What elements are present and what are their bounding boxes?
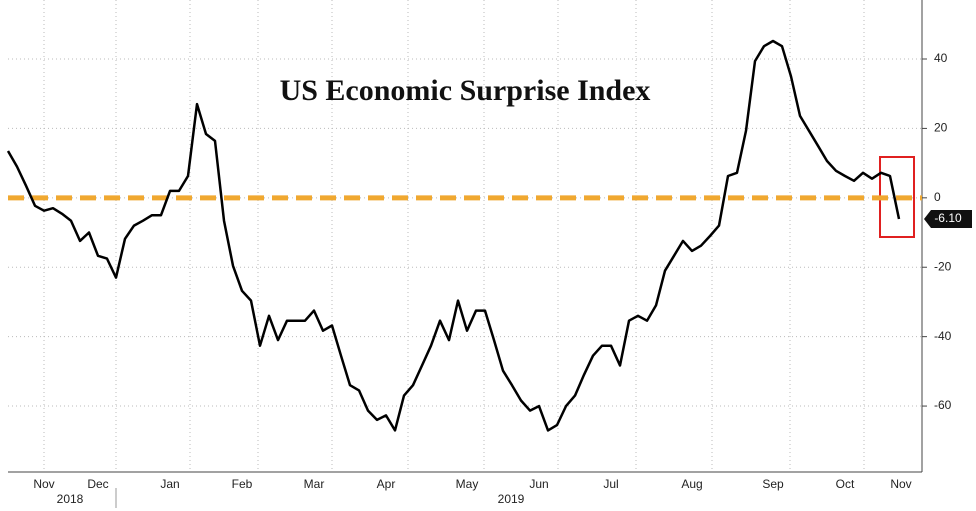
- series-line: [6, 39, 901, 432]
- y-tick-label: 20: [934, 121, 948, 135]
- x-tick-label: Jul: [603, 477, 618, 491]
- last-value-box: [924, 209, 972, 228]
- x-tick-label: Apr: [377, 477, 396, 491]
- x-tick-label: Jan: [160, 477, 179, 491]
- x-tick-label: Nov: [890, 477, 911, 491]
- chart-title: US Economic Surprise Index: [280, 74, 651, 107]
- year-label: 2019: [498, 492, 525, 506]
- x-tick-label: Dec: [87, 477, 108, 491]
- y-tick-label: -60: [934, 398, 952, 412]
- last-value-label: -6.10: [934, 211, 962, 225]
- x-tick-label: Nov: [33, 477, 54, 491]
- x-tick-label: Aug: [681, 477, 702, 491]
- year-label: 2018: [57, 492, 84, 506]
- y-tick-label: -40: [934, 329, 952, 343]
- x-tick-label: Sep: [762, 477, 784, 491]
- x-tick-label: Oct: [836, 477, 855, 491]
- x-tick-label: Feb: [232, 477, 253, 491]
- x-tick-label: May: [456, 477, 479, 491]
- x-tick-label: Jun: [529, 477, 548, 491]
- vertical-grid: [43, 0, 865, 472]
- y-tick-label: -20: [934, 259, 952, 273]
- y-tick-label: 0: [934, 190, 941, 204]
- x-tick-label: Mar: [304, 477, 325, 491]
- y-tick-label: 40: [934, 51, 948, 65]
